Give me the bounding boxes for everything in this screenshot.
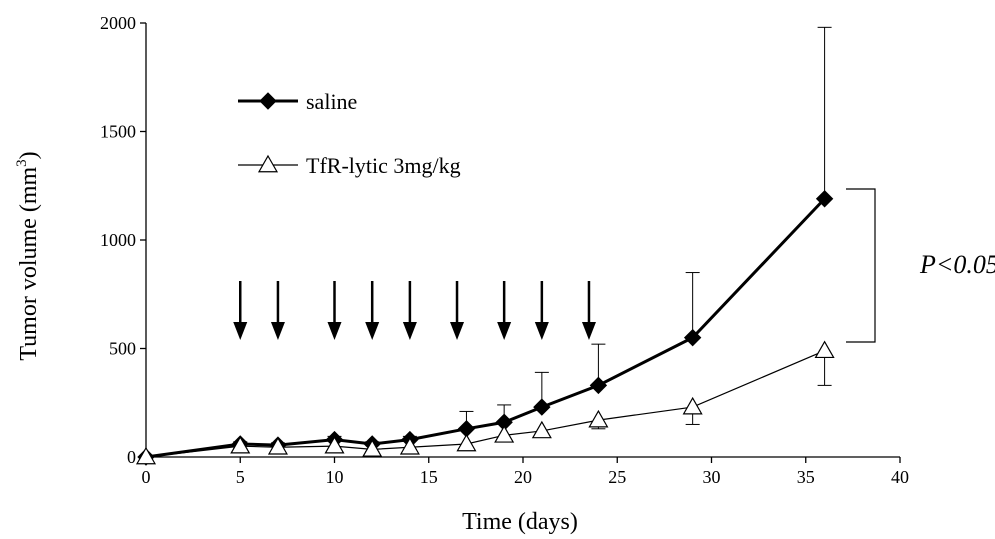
treatment-arrow [327,281,342,340]
x-tick-label: 10 [326,467,344,487]
saline-point [683,328,702,347]
x-tick-label: 15 [420,467,438,487]
ticks: 0 5 10 15 20 25 30 35 40 0 500 1000 1500 2000 [100,13,909,487]
treatment-arrow [450,281,465,340]
tfr-lytic-point [324,435,345,454]
treatment-arrow [402,281,417,340]
treatment-arrows [233,281,596,340]
series-markers [135,190,835,466]
y-axis-title-superscript: 3 [14,159,30,167]
y-tick-label: 0 [127,447,136,467]
tfr-lytic-point [814,340,835,359]
treatment-arrow [534,281,549,340]
saline-point [815,190,834,208]
arrow-head [327,322,342,340]
bracket-line [846,188,876,343]
treatment-arrow [270,281,285,340]
y-axis-title-main: Tumor volume (mm [16,167,42,361]
arrow-head [402,322,417,340]
arrow-head [270,322,285,340]
tfr-lytic-point [267,437,288,455]
legend: saline TfR-lytic 3mg/kg [238,89,461,178]
saline-point [533,398,551,416]
tfr-lytic-point [494,425,515,443]
arrow-head [581,322,596,340]
saline-point [589,376,608,395]
y-tick-label: 1500 [100,122,136,142]
arrow-head [233,322,248,340]
significance-label: P<0.05 [919,250,995,279]
x-tick-label: 40 [891,467,909,487]
y-axis-title: Tumor volume (mm3) [14,151,42,360]
y-axis-title-close: ) [16,151,42,159]
legend-tfr-lytic-marker [257,154,279,173]
tfr-lytic-point [682,396,703,415]
y-tick-label: 500 [109,339,136,359]
tfr-lytic-point [135,446,157,465]
x-axis-title: Time (days) [462,509,578,535]
arrow-head [365,322,380,340]
x-tick-label: 0 [142,467,151,487]
tfr-lytic-point [456,433,477,452]
treatment-arrow [233,281,248,340]
significance-bracket [846,188,876,343]
saline-line [145,197,826,459]
arrow-head [497,322,512,340]
legend-saline-marker [259,92,277,110]
x-tick-label: 5 [236,467,245,487]
x-tick-label: 30 [703,467,721,487]
x-tick-label: 25 [608,467,626,487]
y-tick-label: 1000 [100,230,136,250]
tfr-lytic-point [531,420,552,439]
arrow-head [534,322,549,340]
legend-label: TfR-lytic 3mg/kg [306,153,461,178]
x-tick-label: 35 [797,467,815,487]
tfr-lytic-point [399,437,420,455]
tfr-lytic-point [230,435,251,454]
treatment-arrow [365,281,380,340]
tfr-lytic-point [362,439,383,457]
legend-label: saline [306,89,357,114]
tfr-lytic-line [145,350,825,458]
series-lines [145,197,826,459]
x-tick-label: 20 [514,467,532,487]
treatment-arrow [497,281,512,340]
treatment-arrow [581,281,596,340]
tfr-lytic-point [588,409,609,428]
y-tick-label: 2000 [100,13,136,33]
arrow-head [450,322,465,340]
